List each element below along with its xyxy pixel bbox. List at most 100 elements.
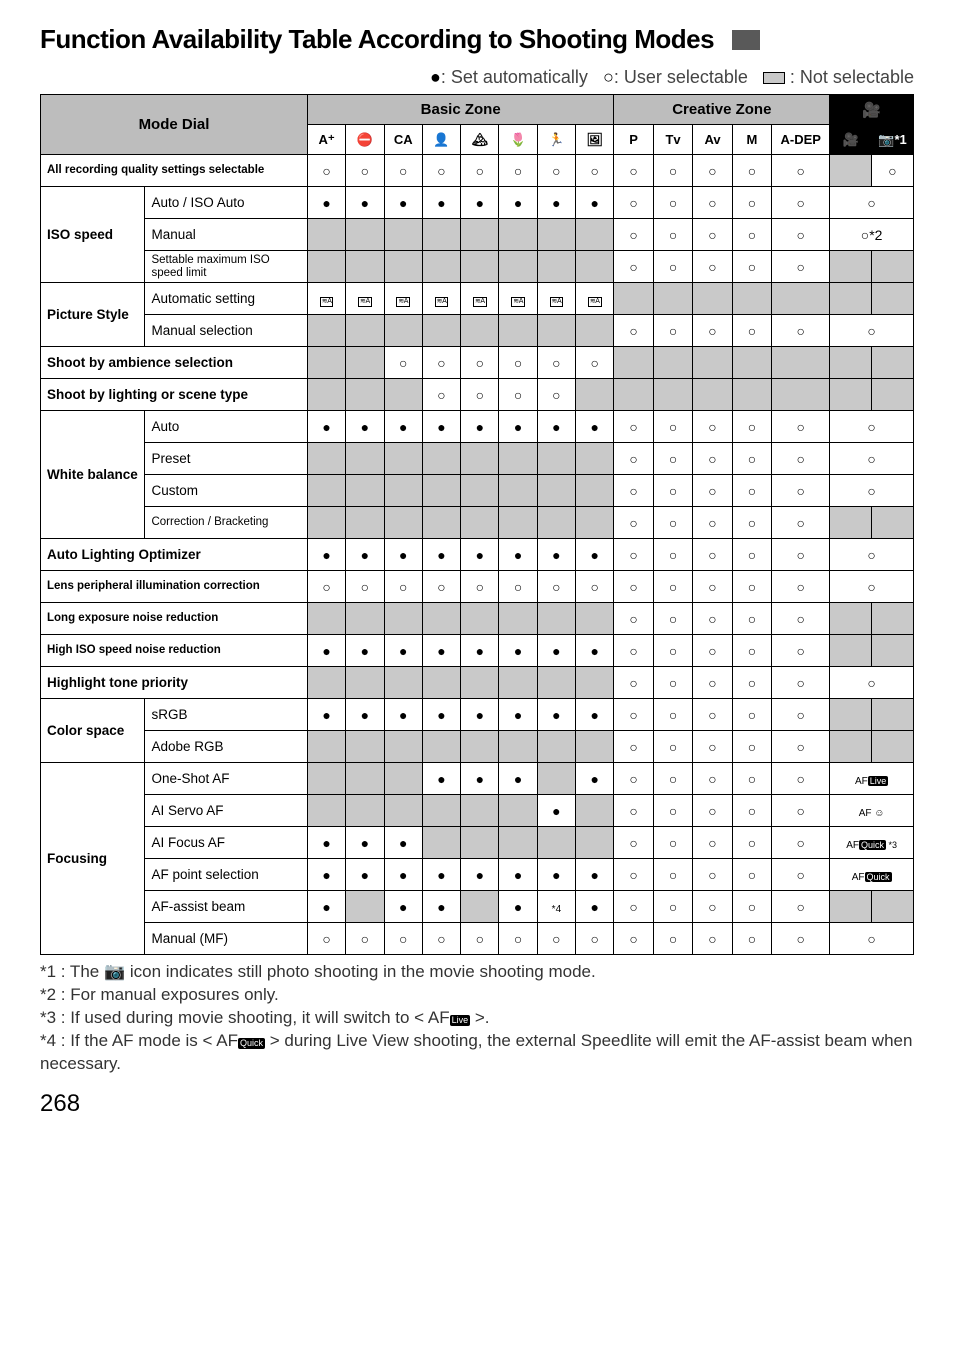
cell: ○ <box>653 571 692 603</box>
row-label: Auto Lighting Optimizer <box>41 539 308 571</box>
cell: ○ <box>772 667 830 699</box>
mode-icon: Tv <box>653 125 692 155</box>
cell: ○ <box>693 539 732 571</box>
cell: ○ <box>693 603 732 635</box>
cell <box>872 699 914 731</box>
cell: ○ <box>732 923 771 955</box>
cell <box>614 379 653 411</box>
cell: ○ <box>772 443 830 475</box>
cell: ● <box>422 859 460 891</box>
cell <box>384 667 422 699</box>
cell <box>537 507 575 539</box>
cell <box>346 763 384 795</box>
table-row: AF point selection●●●●●●●●○○○○○AFQuick <box>41 859 914 891</box>
mode-icon: 🏔 <box>461 125 499 155</box>
cell <box>346 251 384 283</box>
cell: ○ <box>653 155 692 187</box>
cell: ○ <box>830 475 914 507</box>
mode-icon: 👤 <box>422 125 460 155</box>
cell: ○ <box>772 731 830 763</box>
cell <box>499 667 537 699</box>
row-sublabel: Manual (MF) <box>145 923 308 955</box>
cell <box>346 347 384 379</box>
cell: ≋A <box>384 283 422 315</box>
cell <box>537 443 575 475</box>
cell: ○ <box>614 603 653 635</box>
cell <box>772 347 830 379</box>
cell <box>537 251 575 283</box>
cell: ○ <box>653 667 692 699</box>
cell: ○ <box>614 795 653 827</box>
basic-zone-header: Basic Zone <box>307 95 613 125</box>
row-sublabel: Manual selection <box>145 315 308 347</box>
mode-icon: Av <box>693 125 732 155</box>
cell: ○ <box>772 923 830 955</box>
cell: ≋A <box>499 283 537 315</box>
cell <box>772 379 830 411</box>
cell <box>307 763 345 795</box>
cell: ○ <box>732 731 771 763</box>
cell <box>537 475 575 507</box>
cell: ○ <box>499 379 537 411</box>
row-sublabel: Auto / ISO Auto <box>145 187 308 219</box>
cell: ○ <box>614 763 653 795</box>
cell: ● <box>422 699 460 731</box>
cell: *4 <box>537 891 575 923</box>
cell: ○ <box>772 507 830 539</box>
cell: ○ <box>422 571 460 603</box>
cell: ● <box>461 635 499 667</box>
row-sublabel: One-Shot AF <box>145 763 308 795</box>
cell: ○ <box>693 699 732 731</box>
cell: ○ <box>830 539 914 571</box>
mode-icon: A⁺ <box>307 125 345 155</box>
cell <box>830 507 872 539</box>
cell <box>732 347 771 379</box>
cell: ○ <box>772 539 830 571</box>
cell: ○ <box>732 315 771 347</box>
cell: ● <box>346 859 384 891</box>
cell: ○ <box>772 699 830 731</box>
cell: ○ <box>772 219 830 251</box>
table-row: Correction / Bracketing○○○○○ <box>41 507 914 539</box>
cell: ○ <box>772 315 830 347</box>
table-row: Shoot by ambience selection○○○○○○ <box>41 347 914 379</box>
cell <box>422 795 460 827</box>
cell <box>872 347 914 379</box>
cell <box>872 635 914 667</box>
cell: ○ <box>732 571 771 603</box>
cell <box>576 603 614 635</box>
cell <box>537 827 575 859</box>
cell <box>307 315 345 347</box>
cell: ≋A <box>346 283 384 315</box>
cell <box>576 827 614 859</box>
cell: ○ <box>732 507 771 539</box>
table-row: Highlight tone priority○○○○○○ <box>41 667 914 699</box>
cell <box>830 699 872 731</box>
cell <box>537 315 575 347</box>
cell <box>576 475 614 507</box>
row-sublabel: Correction / Bracketing <box>145 507 308 539</box>
cell: ○ <box>732 667 771 699</box>
row-label: Lens peripheral illumination correction <box>41 571 308 603</box>
table-row: AF-assist beam●●●●*4●○○○○○ <box>41 891 914 923</box>
row-sublabel: Manual <box>145 219 308 251</box>
cell: ≋A <box>576 283 614 315</box>
cell: ● <box>461 539 499 571</box>
cell <box>307 795 345 827</box>
cell: ○ <box>693 763 732 795</box>
cell: ○ <box>614 859 653 891</box>
cell: ○ <box>830 187 914 219</box>
cell: ○ <box>614 539 653 571</box>
cell: ○ <box>732 795 771 827</box>
page-title: Function Availability Table According to… <box>40 24 714 55</box>
cell <box>384 475 422 507</box>
cell <box>384 731 422 763</box>
cell: ○ <box>653 411 692 443</box>
cell: ○ <box>732 443 771 475</box>
cell: ○ <box>732 763 771 795</box>
cell: ● <box>422 891 460 923</box>
table-row: Color spacesRGB●●●●●●●●○○○○○ <box>41 699 914 731</box>
cell: ○ <box>693 475 732 507</box>
cell: ○ <box>614 219 653 251</box>
cell <box>872 891 914 923</box>
